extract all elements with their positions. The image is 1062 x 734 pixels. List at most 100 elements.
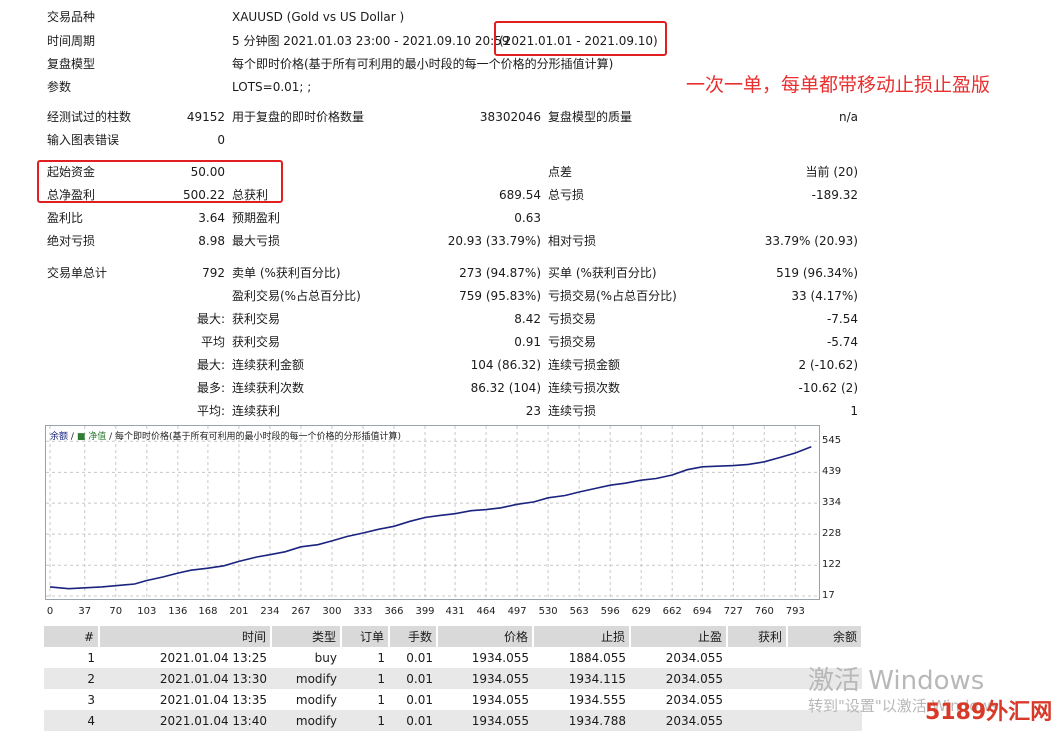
errors-value: 0 bbox=[217, 133, 225, 147]
total-value: 792 bbox=[202, 266, 225, 280]
table-row[interactable]: 1 2021.01.04 13:25 buy 1 0.01 1934.055 1… bbox=[44, 647, 862, 668]
maxdd-label: 最大亏损 bbox=[232, 234, 281, 248]
mostcons-prefix: 最多: bbox=[196, 381, 225, 395]
table-row[interactable]: 2 2021.01.04 13:30 modify 1 0.01 1934.05… bbox=[44, 668, 862, 689]
col-order[interactable]: 订单 bbox=[341, 626, 390, 647]
table-row[interactable]: 4 2021.01.04 13:40 modify 1 0.01 1934.05… bbox=[44, 710, 862, 731]
col-size[interactable]: 手数 bbox=[389, 626, 438, 647]
x-tick-label: 662 bbox=[662, 606, 682, 617]
cell-order: 1 bbox=[341, 689, 389, 710]
y-tick-label: 439 bbox=[822, 466, 842, 478]
deposit-value: 50.00 bbox=[190, 165, 225, 179]
y-tick-label: 122 bbox=[822, 559, 842, 571]
x-tick-label: 760 bbox=[754, 606, 774, 617]
col-tp[interactable]: 止盈 bbox=[630, 626, 728, 647]
params-value: LOTS=0.01; ; bbox=[232, 80, 312, 94]
cell-order: 1 bbox=[341, 710, 389, 731]
x-tick-label: 234 bbox=[260, 606, 280, 617]
x-tick-label: 366 bbox=[384, 606, 404, 617]
cell-tp: 2034.055 bbox=[630, 689, 727, 710]
grossprofit-value: 689.54 bbox=[499, 188, 541, 202]
cell-sl: 1934.788 bbox=[533, 710, 630, 731]
expected-label: 预期盈利 bbox=[232, 211, 281, 225]
x-tick-label: 37 bbox=[78, 606, 92, 617]
avgcons-win-value: 23 bbox=[525, 404, 541, 418]
mostcons-loss-label: 连续亏损次数 bbox=[548, 381, 621, 395]
losstr-value: 33 (4.17%) bbox=[791, 289, 858, 303]
x-tick-label: 0 bbox=[46, 606, 54, 617]
short-label: 卖单 (%获利百分比) bbox=[232, 266, 341, 280]
cell-profit bbox=[727, 689, 787, 710]
cell-size: 0.01 bbox=[389, 710, 437, 731]
avg-loss-value: -5.74 bbox=[826, 335, 858, 349]
grossloss-value: -189.32 bbox=[811, 188, 858, 202]
x-tick-label: 333 bbox=[353, 606, 373, 617]
pf-value: 3.64 bbox=[198, 211, 225, 225]
col-sl[interactable]: 止损 bbox=[533, 626, 631, 647]
cell-time: 2021.01.04 13:30 bbox=[99, 668, 271, 689]
cell-sl: 1934.115 bbox=[533, 668, 630, 689]
avg-profit-value: 0.91 bbox=[514, 335, 541, 349]
maxcons-win-value: 104 (86.32) bbox=[470, 358, 541, 372]
absdd-label: 绝对亏损 bbox=[47, 234, 96, 248]
balance-chart-svg bbox=[46, 426, 819, 599]
highlight-box-capital bbox=[37, 160, 283, 203]
mostcons-loss-value: -10.62 (2) bbox=[798, 381, 859, 395]
cell-size: 0.01 bbox=[389, 668, 437, 689]
maxcons-loss-value: 2 (-10.62) bbox=[798, 358, 859, 372]
cell-number: 4 bbox=[44, 710, 99, 731]
profittr-label: 盈利交易(%占总百分比) bbox=[232, 289, 361, 303]
largest-loss-value: -7.54 bbox=[826, 312, 858, 326]
short-value: 273 (94.87%) bbox=[459, 266, 541, 280]
x-tick-label: 70 bbox=[109, 606, 123, 617]
cell-type: modify bbox=[271, 710, 341, 731]
col-price[interactable]: 价格 bbox=[437, 626, 534, 647]
balance-line bbox=[49, 446, 812, 590]
cell-order: 1 bbox=[341, 668, 389, 689]
cell-order: 1 bbox=[341, 647, 389, 668]
ticks-label: 用于复盘的即时价格数量 bbox=[232, 110, 365, 124]
x-tick-label: 629 bbox=[631, 606, 651, 617]
activate-windows-watermark: 激活 Windows bbox=[808, 666, 985, 696]
avgcons-win-label: 连续获利 bbox=[232, 404, 281, 418]
x-tick-label: 464 bbox=[476, 606, 496, 617]
cell-sl: 1934.555 bbox=[533, 689, 630, 710]
pf-label: 盈利比 bbox=[47, 211, 84, 225]
model-value: 每个即时价格(基于所有可利用的最小时段的每一个价格的分形插值计算) bbox=[232, 57, 614, 71]
largest-profit-label: 获利交易 bbox=[232, 312, 281, 326]
period-range: (2021.01.01 - 2021.09.10) bbox=[499, 34, 658, 48]
col-time[interactable]: 时间 bbox=[99, 626, 272, 647]
y-tick-label: 545 bbox=[822, 435, 842, 447]
x-tick-label: 727 bbox=[723, 606, 743, 617]
x-tick-label: 267 bbox=[291, 606, 311, 617]
period-value: 5 分钟图 2021.01.03 23:00 - 2021.09.10 20:5… bbox=[232, 34, 510, 48]
col-type[interactable]: 类型 bbox=[271, 626, 342, 647]
col-profit[interactable]: 获利 bbox=[727, 626, 788, 647]
highlight-box-period bbox=[494, 21, 667, 56]
avg-profit-label: 获利交易 bbox=[232, 335, 281, 349]
largest-profit-value: 8.42 bbox=[514, 312, 541, 326]
cell-type: modify bbox=[271, 668, 341, 689]
bars-value: 49152 bbox=[186, 110, 225, 124]
table-row[interactable]: 3 2021.01.04 13:35 modify 1 0.01 1934.05… bbox=[44, 689, 862, 710]
errors-label: 输入图表错误 bbox=[47, 133, 120, 147]
cell-profit bbox=[727, 710, 787, 731]
quality-label: 复盘模型的质量 bbox=[548, 110, 633, 124]
cell-time: 2021.01.04 13:40 bbox=[99, 710, 271, 731]
cell-balance bbox=[787, 647, 862, 668]
cell-time: 2021.01.04 13:35 bbox=[99, 689, 271, 710]
grossloss-label: 总亏损 bbox=[548, 188, 585, 202]
deals-header-row: # 时间 类型 订单 手数 价格 止损 止盈 获利 余额 bbox=[44, 626, 863, 647]
col-balance[interactable]: 余额 bbox=[787, 626, 863, 647]
cell-price: 1934.055 bbox=[437, 647, 533, 668]
cell-balance bbox=[787, 689, 862, 710]
y-tick-label: 228 bbox=[822, 528, 842, 540]
x-tick-label: 793 bbox=[785, 606, 805, 617]
cell-balance bbox=[787, 668, 862, 689]
x-tick-label: 596 bbox=[600, 606, 620, 617]
x-tick-label: 530 bbox=[538, 606, 558, 617]
col-number[interactable]: # bbox=[44, 626, 100, 647]
y-tick-label: 17 bbox=[822, 590, 835, 601]
model-label: 复盘模型 bbox=[47, 57, 96, 71]
largest-loss-label: 亏损交易 bbox=[548, 312, 597, 326]
